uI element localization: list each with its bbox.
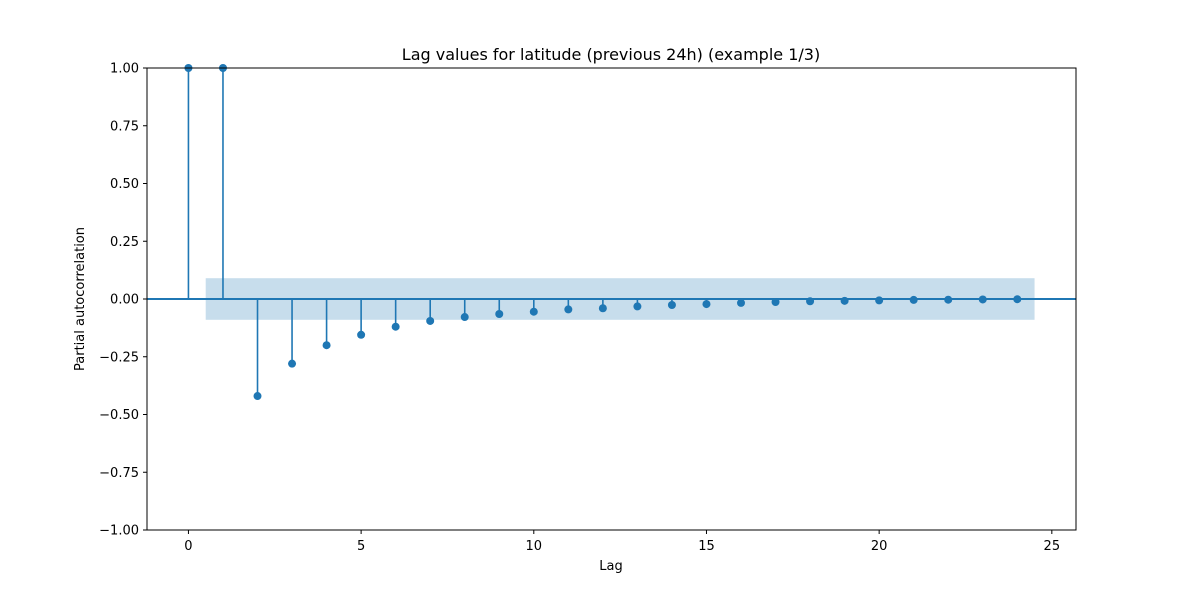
stem-marker — [495, 310, 504, 319]
x-tick-label: 5 — [357, 539, 365, 554]
y-tick-label: 0.75 — [110, 119, 139, 134]
y-tick-label: −0.75 — [99, 466, 139, 481]
x-axis-label: Lag — [599, 559, 622, 574]
stem-marker — [840, 296, 849, 305]
stem-marker — [529, 307, 538, 316]
y-tick-label: 1.00 — [110, 62, 139, 77]
stem-marker — [806, 297, 815, 306]
stem-marker — [253, 392, 262, 401]
stem-marker — [633, 302, 642, 311]
stem-marker — [667, 301, 676, 310]
stem-marker — [564, 305, 573, 314]
stem-marker — [460, 313, 469, 322]
stem-marker — [875, 296, 884, 305]
chart-title: Lag values for latitude (previous 24h) (… — [402, 45, 820, 64]
axes: 0 5 10 15 20 25 1.00 0.75 0.50 0.25 0.00 −0.25 −0.50… — [99, 62, 1060, 555]
x-tick-label: 10 — [526, 539, 543, 554]
y-axis-label: Partial autocorrelation — [73, 227, 88, 371]
plot-area — [147, 64, 1076, 401]
stem-marker — [391, 322, 400, 331]
stem-marker — [909, 295, 918, 304]
y-tick-label: 0.25 — [110, 235, 139, 250]
stem-marker — [978, 295, 987, 304]
stem-marker — [288, 359, 297, 368]
stem-marker — [426, 316, 435, 325]
stem-marker — [598, 304, 607, 313]
x-tick-label: 15 — [698, 539, 715, 554]
stem-marker — [771, 298, 780, 307]
stem-marker — [1013, 295, 1022, 304]
stem-marker — [322, 341, 331, 350]
x-tick-label: 25 — [1044, 539, 1061, 554]
x-tick-label: 20 — [871, 539, 888, 554]
y-tick-label: −1.00 — [99, 524, 139, 539]
stem-marker — [944, 295, 953, 304]
stem-marker — [357, 330, 366, 339]
y-tick-label: −0.50 — [99, 408, 139, 423]
stem-marker — [702, 300, 711, 309]
y-tick-label: 0.50 — [110, 177, 139, 192]
stem-marker — [737, 298, 746, 307]
y-tick-label: 0.00 — [110, 293, 139, 308]
y-tick-label: −0.25 — [99, 350, 139, 365]
x-tick-label: 0 — [184, 539, 192, 554]
